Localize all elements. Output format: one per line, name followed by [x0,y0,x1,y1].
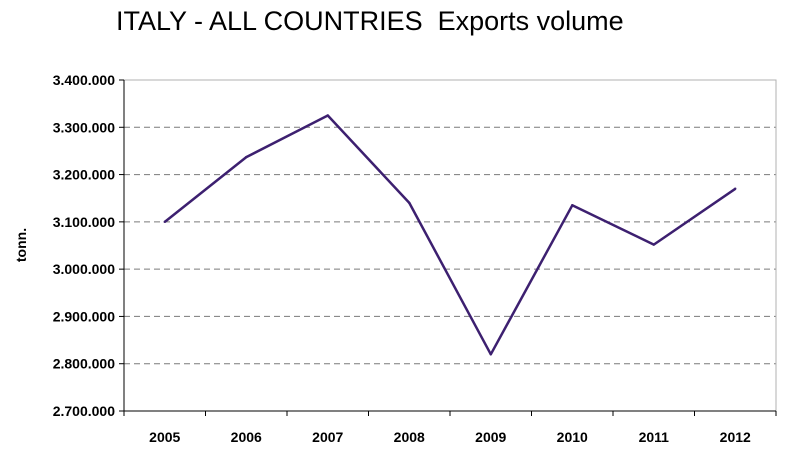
data-point [408,201,411,205]
x-tick-label: 2011 [639,429,670,445]
y-tick-label: 3.300.000 [53,119,115,135]
x-tick-label: 2010 [557,429,588,445]
data-point [245,155,248,159]
x-tick-label: 2009 [475,429,506,445]
y-tick-label: 2.700.000 [53,403,115,419]
y-tick-label: 3.400.000 [53,72,115,88]
axes [119,79,777,416]
data-point [326,114,329,117]
x-tick-label: 2012 [720,429,751,445]
y-tick-labels: 2.700.000 2.800.000 2.900.000 3.000.000 3.10… [53,72,115,419]
series [163,114,737,356]
y-tick-label: 3.100.000 [53,214,115,230]
y-axis-label: tonn. [13,228,29,262]
x-tick-labels: 2005 2006 2007 2008 2009 2010 2011 2012 [149,429,751,445]
data-point [652,243,655,246]
x-tick-label: 2006 [231,429,262,445]
data-point [734,187,737,190]
data-point [163,220,166,224]
plot-area [123,79,777,412]
gridlines [124,126,776,365]
x-tick-label: 2005 [149,429,180,445]
series-line [164,114,737,356]
y-tick-label: 2.900.000 [53,308,115,324]
chart-title: ITALY - ALL COUNTRIES Exports volume [116,6,624,36]
y-tick-label: 2.800.000 [53,356,115,372]
data-point [571,204,574,207]
x-tick-label: 2007 [312,429,343,445]
x-tick-label: 2008 [394,429,425,445]
data-point [489,353,492,356]
y-tick-label: 3.000.000 [53,261,115,277]
y-tick-label: 3.200.000 [53,167,115,183]
